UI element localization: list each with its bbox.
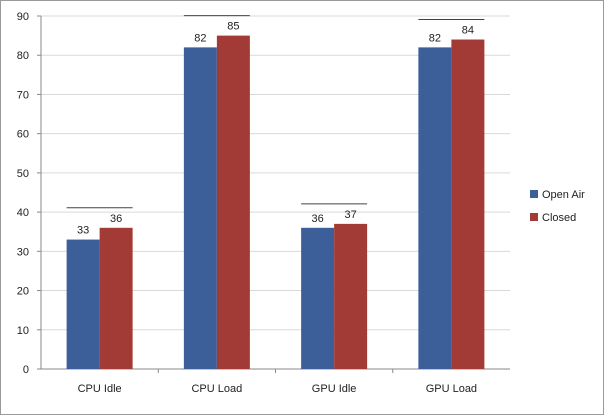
legend-label: Closed: [542, 212, 576, 224]
data-label: 85: [227, 21, 239, 33]
category-label: CPU Idle: [78, 383, 122, 395]
bar: [301, 227, 335, 369]
y-tick-label: 90: [17, 11, 29, 23]
data-label: 36: [110, 213, 122, 225]
category-label: GPU Load: [426, 383, 477, 395]
y-tick-label: 80: [17, 50, 29, 62]
data-label: 36: [312, 213, 324, 225]
y-tick-label: 20: [17, 286, 29, 298]
category-label: GPU Idle: [312, 383, 357, 395]
y-tick-label: 40: [17, 207, 29, 219]
y-tick-label: 30: [17, 246, 29, 258]
y-tick-label: 50: [17, 168, 29, 180]
y-tick-label: 60: [17, 129, 29, 141]
bar: [216, 35, 250, 369]
y-tick-label: 10: [17, 325, 29, 337]
bar: [66, 239, 100, 369]
legend-label: Open Air: [542, 189, 585, 201]
y-tick-label: 0: [23, 364, 29, 376]
bar: [99, 227, 133, 369]
y-tick-label: 70: [17, 89, 29, 101]
bar: [451, 39, 485, 370]
data-label: 82: [194, 32, 206, 44]
data-label: 84: [462, 25, 474, 37]
data-label: 82: [429, 32, 441, 44]
data-label: 33: [77, 225, 89, 237]
bar: [334, 223, 368, 369]
legend-swatch: [530, 190, 538, 198]
legend-swatch: [530, 213, 538, 221]
bar: [418, 47, 452, 369]
category-label: CPU Load: [191, 383, 242, 395]
bar: [183, 47, 217, 369]
data-label: 37: [345, 209, 357, 221]
